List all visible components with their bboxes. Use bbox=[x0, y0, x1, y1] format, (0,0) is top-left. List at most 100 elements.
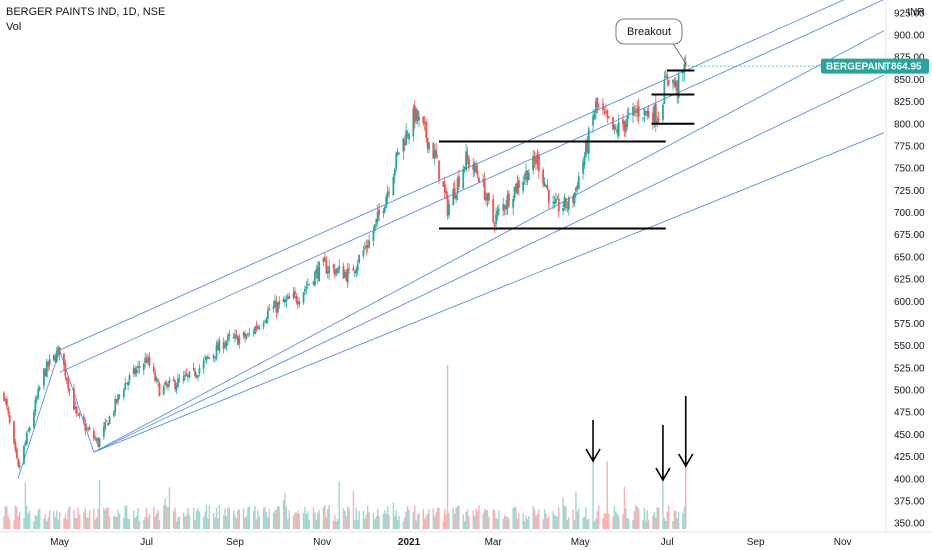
y-tick-label: 550.00 bbox=[894, 341, 925, 352]
x-tick-label: Jul bbox=[661, 537, 674, 548]
volume-bar bbox=[435, 512, 437, 529]
candle-body bbox=[633, 108, 636, 110]
volume-bar bbox=[596, 511, 599, 529]
volume-bar bbox=[43, 518, 45, 529]
candle-body bbox=[194, 370, 197, 377]
candle-body bbox=[168, 380, 171, 384]
candle-body bbox=[522, 181, 525, 191]
candle-body bbox=[432, 142, 435, 159]
volume-bar bbox=[26, 505, 28, 529]
volume-bar bbox=[535, 515, 537, 529]
candle-body bbox=[225, 341, 228, 346]
volume-bar bbox=[583, 516, 586, 529]
volume-bar bbox=[314, 512, 316, 529]
volume-bar bbox=[227, 507, 229, 529]
volume-bar bbox=[598, 505, 600, 529]
volume-bar bbox=[682, 512, 684, 529]
volume-bar bbox=[543, 508, 546, 529]
candle-body bbox=[142, 364, 145, 371]
volume-bar bbox=[47, 517, 49, 529]
candle-body bbox=[82, 416, 85, 423]
volume-bar bbox=[653, 512, 656, 529]
candle-body bbox=[172, 379, 175, 382]
candle-body bbox=[523, 178, 526, 180]
candle-body bbox=[94, 438, 97, 440]
volume-bar bbox=[503, 515, 506, 529]
currency-label: INR bbox=[907, 7, 924, 18]
volume-bar bbox=[73, 509, 75, 529]
volume-bar bbox=[87, 517, 89, 529]
time-axis[interactable]: May Jul Sep Nov 2021 Mar May Jul Sep Nov bbox=[50, 537, 851, 548]
volume-bar bbox=[174, 507, 176, 529]
candle-body bbox=[13, 421, 15, 443]
candle-body bbox=[681, 70, 684, 74]
volume-bar bbox=[338, 481, 340, 529]
price-axis[interactable]: 350.00 375.00 400.00 425.00 450.00 475.00 500.… bbox=[894, 8, 925, 529]
volume-bar bbox=[495, 517, 497, 529]
candle-body bbox=[572, 197, 574, 203]
volume-bar bbox=[344, 510, 346, 529]
volume-bar bbox=[33, 521, 35, 529]
candle-body bbox=[33, 412, 35, 428]
candle-body bbox=[214, 356, 216, 358]
candle-body bbox=[174, 380, 177, 390]
volume-bar bbox=[332, 520, 335, 529]
candle-body bbox=[282, 299, 285, 303]
candle-body bbox=[75, 406, 78, 414]
candle-body bbox=[396, 151, 399, 155]
volume-bar bbox=[545, 513, 547, 529]
volume-bar bbox=[312, 507, 315, 529]
volume-bar bbox=[486, 509, 489, 529]
volume-bar bbox=[366, 505, 369, 529]
volume-bar bbox=[254, 506, 256, 529]
volume-bar bbox=[398, 516, 400, 529]
candle-body bbox=[673, 81, 676, 86]
candle-body bbox=[218, 340, 221, 352]
volume-bar bbox=[582, 517, 584, 529]
candle-body bbox=[256, 325, 259, 330]
volume-bar bbox=[505, 516, 507, 529]
candle-body bbox=[184, 375, 187, 377]
volume-bar bbox=[97, 508, 99, 529]
volume-bar bbox=[294, 512, 296, 529]
candle-body bbox=[537, 154, 540, 172]
volume-bar bbox=[448, 512, 450, 529]
candle-body bbox=[266, 310, 269, 319]
candle-body bbox=[677, 74, 680, 99]
volume-bar bbox=[663, 517, 666, 529]
volume-bar bbox=[405, 511, 407, 529]
candle-body bbox=[316, 267, 319, 279]
candle-body bbox=[366, 245, 369, 249]
candle-body bbox=[388, 191, 390, 193]
down-arrow-head bbox=[655, 467, 671, 482]
volume-bar bbox=[394, 515, 396, 529]
volume-bar bbox=[3, 515, 5, 529]
candle-body bbox=[37, 388, 40, 399]
candle-body bbox=[65, 377, 68, 381]
candle-body bbox=[295, 295, 298, 303]
candle-body bbox=[465, 151, 468, 171]
volume-bar bbox=[77, 507, 79, 529]
volume-bar bbox=[167, 507, 169, 529]
volume-bar bbox=[677, 511, 680, 529]
candle-body bbox=[242, 332, 245, 336]
candle-body bbox=[298, 301, 301, 305]
candle-body bbox=[325, 260, 328, 274]
y-tick-label: 575.00 bbox=[894, 319, 925, 330]
volume-bar bbox=[325, 517, 328, 529]
volume-bar bbox=[287, 519, 289, 529]
candle-body bbox=[622, 119, 624, 125]
candle-body bbox=[252, 332, 255, 334]
candle-body bbox=[235, 334, 238, 336]
breakout-callout[interactable]: Breakout bbox=[615, 18, 687, 64]
x-tick-label: May bbox=[571, 537, 590, 548]
volume-bar bbox=[297, 510, 299, 529]
volume-bar bbox=[86, 516, 88, 529]
candle-body bbox=[498, 208, 500, 211]
candle-body bbox=[416, 110, 419, 122]
candle-body bbox=[392, 176, 395, 196]
volume-bar bbox=[6, 506, 8, 529]
candle-body bbox=[386, 191, 389, 198]
volume-bar bbox=[208, 505, 211, 529]
